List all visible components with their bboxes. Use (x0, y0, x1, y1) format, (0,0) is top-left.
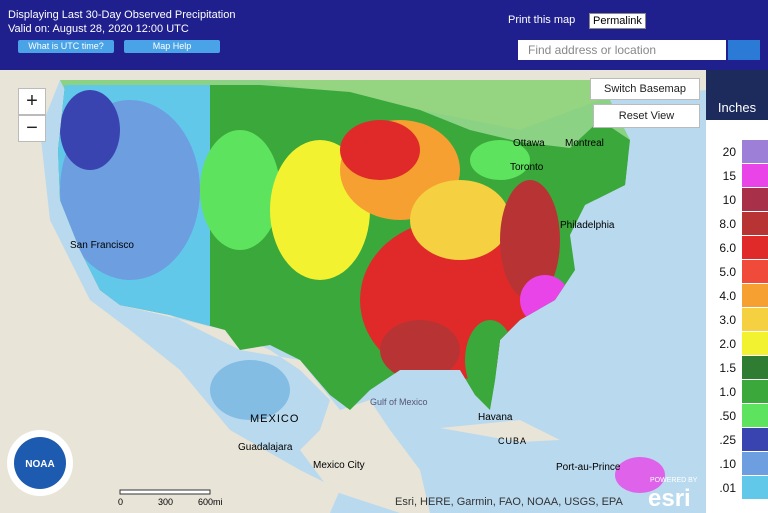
legend-title: Inches (717, 100, 757, 115)
legend-item: 3.0 (706, 308, 768, 332)
help-button[interactable]: Map Help (124, 40, 220, 53)
legend-label: .10 (719, 457, 736, 471)
legend-item: 20 (706, 140, 768, 164)
scale-label: 0 (118, 497, 123, 507)
legend-swatch (742, 380, 768, 403)
legend-label: 1.0 (719, 385, 736, 399)
legend-item: 6.0 (706, 236, 768, 260)
place-label: Gulf of Mexico (370, 397, 428, 407)
storm (615, 457, 665, 493)
permalink-button[interactable]: Permalink (589, 13, 646, 29)
mexico-precip (210, 360, 290, 420)
scale-bar (119, 489, 211, 495)
place-label: Havana (478, 412, 513, 423)
mexico (120, 305, 430, 513)
esri-logo: esri (648, 485, 691, 512)
attribution: Esri, HERE, Garmin, FAO, NOAA, USGS, EPA (395, 496, 623, 508)
search-button[interactable] (728, 40, 760, 60)
legend-label: 1.5 (719, 361, 736, 375)
svg-text:NOAA: NOAA (25, 459, 54, 470)
legend-label: 10 (722, 193, 736, 207)
legend-swatch (742, 284, 768, 307)
legend-label: 3.0 (719, 313, 736, 327)
legend-label: 5.0 (719, 265, 736, 279)
search-input[interactable]: Find address or location (518, 40, 726, 60)
legend-item: 1.0 (706, 380, 768, 404)
legend-item: 15 (706, 164, 768, 188)
place-label: Ottawa (513, 138, 545, 149)
place-label: Montreal (565, 138, 604, 149)
legend-swatch (742, 260, 768, 283)
place-label: Guadalajara (238, 442, 293, 453)
legend-swatch (742, 404, 768, 427)
place-label: Toronto (510, 162, 544, 173)
esri-powered: POWERED BY (650, 477, 698, 484)
place-label: Port-au-Prince (556, 462, 621, 473)
legend-swatch (742, 308, 768, 331)
legend-item: 4.0 (706, 284, 768, 308)
place-label: CUBA (498, 436, 527, 446)
legend-swatch (742, 188, 768, 211)
legend-item: 10 (706, 188, 768, 212)
legend-label: 6.0 (719, 241, 736, 255)
legend-label: .01 (719, 481, 736, 495)
scale-label: 600mi (198, 497, 223, 507)
legend-swatch (742, 452, 768, 475)
legend-swatch (742, 212, 768, 235)
legend-label: 4.0 (719, 289, 736, 303)
legend-label: 20 (722, 145, 736, 159)
utc-button[interactable]: What is UTC time? (18, 40, 114, 53)
canada-precip (60, 80, 630, 180)
legend-label: 8.0 (719, 217, 736, 231)
zoom-in[interactable]: + (18, 88, 46, 115)
title: Displaying Last 30-Day Observed Precipit… (8, 9, 236, 21)
legend: Inches 20 15 10 8.0 6.0 5.0 4.0 3.0 2.0 1.5 1.0 .50… (706, 70, 768, 513)
place-label: Mexico City (313, 460, 365, 471)
header: Displaying Last 30-Day Observed Precipit… (0, 0, 768, 70)
switch-basemap[interactable]: Switch Basemap (590, 78, 700, 100)
reset-view[interactable]: Reset View (593, 104, 700, 128)
legend-item: .10 (706, 452, 768, 476)
legend-item: 8.0 (706, 212, 768, 236)
legend-label: .25 (719, 433, 736, 447)
legend-item: 5.0 (706, 260, 768, 284)
scale-label: 300 (158, 497, 173, 507)
valid-time: Valid on: August 28, 2020 12:00 UTC (8, 23, 189, 35)
legend-label: 2.0 (719, 337, 736, 351)
legend-swatch (742, 332, 768, 355)
print-link[interactable]: Print this map (508, 14, 576, 26)
legend-item: .25 (706, 428, 768, 452)
place-label: Philadelphia (560, 220, 615, 231)
legend-swatch (742, 140, 768, 163)
legend-swatch (742, 164, 768, 187)
place-label: San Francisco (70, 240, 134, 251)
place-label: MEXICO (250, 413, 299, 425)
legend-swatch (742, 236, 768, 259)
cuba (440, 420, 560, 442)
land (0, 70, 706, 513)
legend-swatch (742, 356, 768, 379)
legend-label: .50 (719, 409, 736, 423)
legend-item: 1.5 (706, 356, 768, 380)
legend-swatch (742, 476, 768, 499)
legend-item: 2.0 (706, 332, 768, 356)
legend-label: 15 (722, 169, 736, 183)
legend-item: .50 (706, 404, 768, 428)
zoom-out[interactable]: − (18, 115, 46, 142)
noaa-logo: NOAA (7, 430, 73, 496)
map: Ottawa Montreal Toronto San Francisco Ph… (0, 70, 706, 513)
legend-item: .01 (706, 476, 768, 500)
legend-header: Inches (706, 70, 768, 120)
legend-swatch (742, 428, 768, 451)
